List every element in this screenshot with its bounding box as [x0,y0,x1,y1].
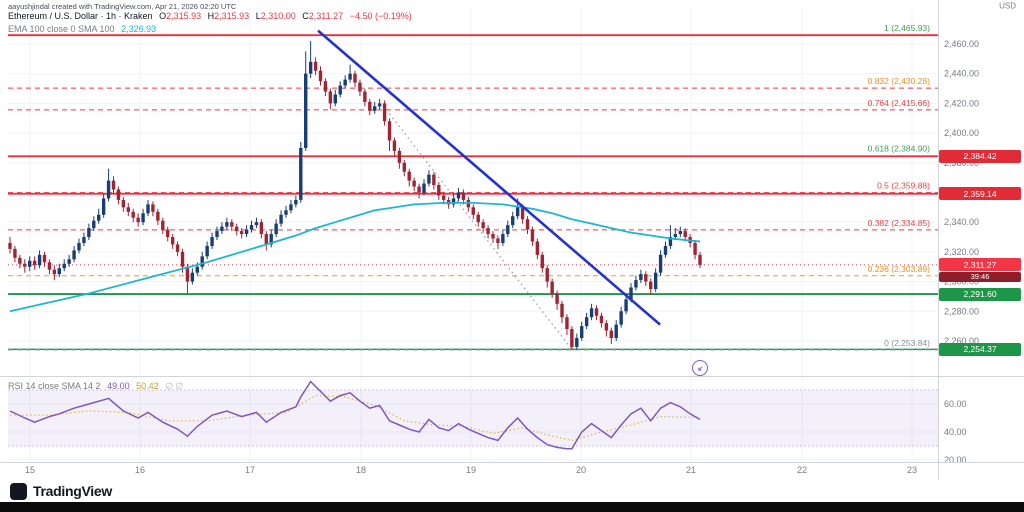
time-tick: 22 [797,465,807,475]
symbol-title[interactable]: Ethereum / U.S. Dollar · 1h · Kraken [8,11,153,21]
tradingview-wordmark[interactable]: TradingView [33,483,112,499]
close-label: C [302,11,309,21]
fib-label: 0 (2,253.84) [884,338,930,348]
rsi-value: 49.00 [107,381,130,391]
rsi-tick: 60.00 [944,399,967,409]
low-value: 2,310.00 [260,11,296,21]
low-label: L [255,11,261,21]
time-axis[interactable]: 15 16 17 18 19 20 21 22 23 [25,465,917,475]
tradingview-logo-icon[interactable] [0,481,27,500]
fib-label: 0.618 (2,384.90) [868,144,931,154]
rsi-band [8,389,938,447]
price-tick: 2,280.00 [944,306,979,316]
price-tick: 2,440.00 [944,69,979,79]
ema-title[interactable]: EMA 100 close 0 SMA 100 [8,24,115,34]
time-tick: 18 [356,465,366,475]
price-badge: 2,291.60 [939,287,1021,301]
price-tick: 2,260.00 [944,336,979,346]
time-tick: 21 [686,465,696,475]
time-tick: 20 [576,465,586,475]
fib-label: 0.5 (2,359.88) [877,181,930,191]
symbol-legend[interactable]: Ethereum / U.S. Dollar · 1h · Kraken O2,… [8,11,412,21]
drawing-anchor-icon[interactable]: ➜ [692,360,708,376]
fib-labels: 1 (2,465.93) 0.832 (2,430.28) 0.764 (2,415… [868,23,931,348]
close-value: 2,311.27 [308,11,344,21]
rsi-tick: 20.00 [944,455,967,465]
high-value: 2,315.93 [214,11,250,21]
pane-separator-timeaxis [0,462,1024,463]
price-tick: 2,340.00 [944,217,979,227]
rsi-tick: 40.00 [944,427,967,437]
bottom-bar [0,502,1024,512]
ema-line[interactable] [9,201,701,313]
fib-label: 0.764 (2,415.66) [868,98,931,108]
ema-legend[interactable]: EMA 100 close 0 SMA 100 2,326.93 [8,24,156,34]
price-tick: 2,460.00 [944,39,979,49]
open-label: O [159,11,167,21]
candlestick-series[interactable] [8,41,702,350]
bar-countdown-badge: 39:46 [939,271,1021,282]
trendline-1[interactable] [388,113,574,352]
price-tick: 2,380.00 [944,158,979,168]
rsi-hidden-plots: ∅ ∅ [165,381,184,391]
price-badge: 2,359.14 [939,187,1021,201]
rsi-legend[interactable]: RSI 14 close SMA 14 2 49.00 50.42 ∅ ∅ [8,381,183,392]
price-tick: 2,420.00 [944,98,979,108]
change-value: −4.50 (−0.19%) [349,11,412,21]
price-badge: 2,384.42 [939,149,1021,163]
price-tick: 2,320.00 [944,247,979,257]
fib-label: 0.382 (2,334.85) [868,218,931,228]
time-tick: 17 [245,465,255,475]
fib-label: 0.236 (2,303.89) [868,264,931,274]
time-tick: 15 [25,465,35,475]
rsi-ma-value: 50.42 [136,381,159,391]
price-badge: 2,254.37 [939,342,1021,356]
time-tick: 23 [907,465,917,475]
watermark-attribution: aayushjindal created with TradingView.co… [8,2,237,11]
pane-separator-rsi[interactable] [0,376,1024,377]
fib-label: 1 (2,465.93) [884,23,930,33]
time-tick: 19 [466,465,476,475]
high-label: H [207,11,215,21]
currency-label: USD [999,2,1016,11]
trendline-0[interactable] [317,29,661,326]
price-tick: 2,400.00 [944,128,979,138]
footer-logo-strip: TradingView [0,480,1024,502]
rsi-ma-line[interactable] [10,394,701,442]
ema-value: 2,326.93 [121,24,157,34]
price-axis-separator [938,0,939,480]
price-axis[interactable]: 2,460.00 2,440.00 2,420.00 2,400.00 2,380.00… [944,2,1016,466]
fib-label: 0.832 (2,430.28) [868,76,931,86]
time-tick: 16 [135,465,145,475]
open-value: 2,315.93 [166,11,202,21]
rsi-line[interactable] [9,380,701,450]
price-badge: 2,311.27 [939,258,1021,272]
rsi-title[interactable]: RSI 14 close SMA 14 2 [8,381,101,391]
